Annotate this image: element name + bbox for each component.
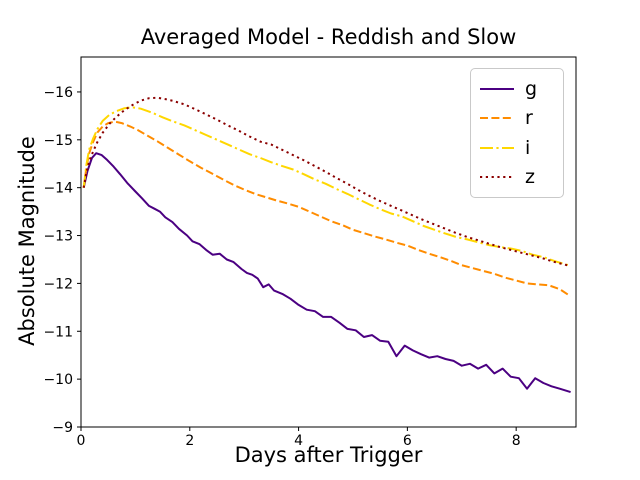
y-tick-label: −10 bbox=[43, 372, 73, 388]
legend-entry-r: r bbox=[480, 104, 563, 132]
x-tick-label: 0 bbox=[77, 433, 86, 449]
legend-entry-i: i bbox=[480, 134, 563, 162]
series-line-g bbox=[82, 152, 571, 394]
y-tick-label: −13 bbox=[43, 229, 73, 245]
legend-line-sample-r bbox=[480, 117, 514, 120]
x-axis-label: Days after Trigger bbox=[234, 443, 423, 467]
legend-entry-z: z bbox=[480, 163, 563, 191]
y-axis-label: Absolute Magnitude bbox=[15, 136, 39, 346]
x-tick-label: 6 bbox=[403, 433, 412, 449]
legend-label-z: z bbox=[525, 166, 535, 189]
x-tick-label: 8 bbox=[512, 433, 521, 449]
y-tick-label: −12 bbox=[43, 276, 73, 292]
legend-label-g: g bbox=[525, 77, 538, 100]
legend-label-i: i bbox=[525, 136, 531, 159]
y-tick-label: −15 bbox=[43, 133, 73, 149]
legend-entry-g: g bbox=[480, 75, 563, 103]
y-tick-label: −14 bbox=[43, 181, 73, 197]
x-tick-label: 2 bbox=[185, 433, 194, 449]
series-line-z bbox=[82, 96, 571, 268]
legend-label-r: r bbox=[525, 107, 533, 130]
y-tick-label: −16 bbox=[43, 85, 73, 101]
legend-line-sample-i bbox=[480, 146, 514, 149]
chart-title: Averaged Model - Reddish and Slow bbox=[140, 25, 517, 49]
legend-line-sample-g bbox=[480, 87, 514, 90]
x-tick-label: 4 bbox=[294, 433, 303, 449]
y-tick-label: −9 bbox=[52, 420, 73, 436]
axes-frame bbox=[80, 56, 577, 428]
series-line-r bbox=[82, 120, 572, 298]
y-tick-label: −11 bbox=[43, 324, 73, 340]
legend-line-sample-z bbox=[480, 176, 514, 179]
